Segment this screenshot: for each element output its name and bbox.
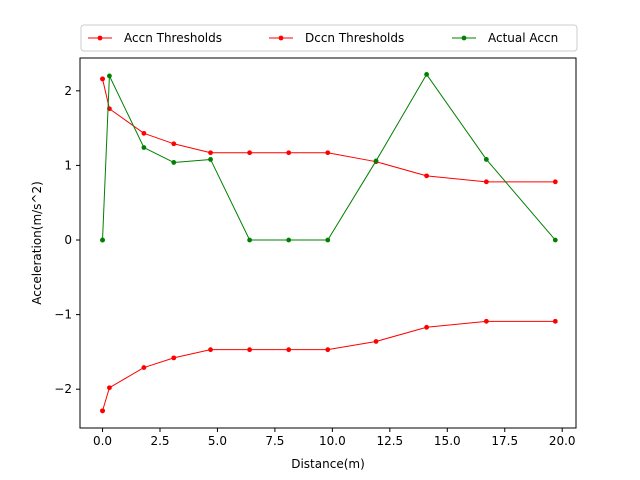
data-point-dccn-thresholds [100, 408, 105, 414]
data-point-actual-accn [325, 237, 331, 243]
x-tick-label: 15.0 [434, 434, 461, 448]
x-tick-label: 12.5 [376, 434, 403, 448]
data-point-accn-thresholds [286, 150, 292, 156]
series-line-dccn-thresholds [102, 320, 556, 411]
data-point-accn-thresholds [325, 150, 331, 156]
series-layer [100, 72, 558, 414]
x-axis: 0.0 2.5 5.0 7.5 10.0 12.5 15.0 17.5 20.0 [93, 428, 576, 448]
legend-label-accn-thresholds: Accn Thresholds [124, 31, 222, 45]
x-tick-label: 20.0 [549, 434, 576, 448]
data-point-dccn-thresholds [373, 339, 379, 344]
data-point-accn-thresholds [208, 150, 213, 156]
data-point-actual-accn [424, 72, 430, 77]
data-point-dccn-thresholds [141, 365, 147, 370]
data-point-actual-accn [171, 160, 177, 165]
x-tick-label: 2.5 [150, 434, 169, 448]
data-point-actual-accn [107, 73, 112, 79]
data-point-dccn-thresholds [208, 347, 213, 353]
series-dccn-thresholds [100, 318, 558, 414]
legend-item-actual-accn: Actual Accn [452, 31, 558, 45]
y-axis: −2 −1 0 1 2 [54, 84, 80, 396]
x-tick-label: 7.5 [265, 434, 284, 448]
x-tick-label: 0.0 [93, 434, 112, 448]
legend-marker-accn-thresholds [97, 35, 103, 41]
legend-item-dccn-thresholds: Dccn Thresholds [269, 31, 404, 45]
x-tick-label: 10.0 [319, 434, 346, 448]
x-tick-label: 17.5 [491, 434, 518, 448]
data-point-dccn-thresholds [325, 347, 331, 353]
data-point-accn-thresholds [247, 150, 253, 156]
data-point-actual-accn [247, 237, 253, 243]
data-point-dccn-thresholds [483, 318, 489, 324]
data-point-accn-thresholds [552, 179, 558, 185]
data-point-accn-thresholds [141, 130, 147, 136]
x-axis-label: Distance(m) [291, 457, 365, 471]
data-point-actual-accn [483, 157, 489, 162]
data-point-dccn-thresholds [247, 347, 253, 353]
legend-box [80, 24, 578, 52]
data-point-dccn-thresholds [552, 318, 558, 324]
legend-label-actual-accn: Actual Accn [488, 31, 558, 45]
legend-item-accn-thresholds: Accn Thresholds [88, 31, 222, 45]
data-point-accn-thresholds [171, 141, 177, 147]
data-point-actual-accn [208, 157, 213, 162]
data-point-dccn-thresholds [171, 355, 177, 361]
x-tick-label: 5.0 [208, 434, 227, 448]
data-point-actual-accn [100, 237, 105, 243]
legend-label-dccn-thresholds: Dccn Thresholds [305, 31, 404, 45]
series-accn-thresholds [100, 76, 558, 185]
data-point-accn-thresholds [100, 76, 105, 82]
y-tick-label: 2 [64, 84, 72, 98]
data-point-dccn-thresholds [424, 324, 430, 330]
series-line-accn-thresholds [102, 78, 556, 183]
legend: Accn Thresholds Dccn Thresholds Actual Acc… [80, 24, 578, 52]
y-tick-label: −1 [54, 308, 72, 322]
data-point-accn-thresholds [483, 179, 489, 185]
data-point-dccn-thresholds [286, 347, 292, 353]
y-tick-label: 1 [64, 158, 72, 172]
legend-marker-dccn-thresholds [278, 35, 284, 41]
y-axis-label: Acceleration(m/s^2) [30, 181, 44, 305]
legend-marker-actual-accn [461, 35, 467, 41]
y-tick-label: −2 [54, 382, 72, 396]
series-line-actual-accn [102, 73, 556, 241]
data-point-accn-thresholds [424, 173, 430, 179]
data-point-actual-accn [552, 237, 558, 243]
series-actual-accn [100, 72, 558, 243]
data-point-actual-accn [141, 145, 147, 150]
plot-frame [79, 57, 577, 429]
y-tick-label: 0 [64, 233, 72, 247]
data-point-actual-accn [373, 158, 379, 164]
data-point-actual-accn [286, 237, 292, 243]
data-point-dccn-thresholds [107, 385, 112, 391]
